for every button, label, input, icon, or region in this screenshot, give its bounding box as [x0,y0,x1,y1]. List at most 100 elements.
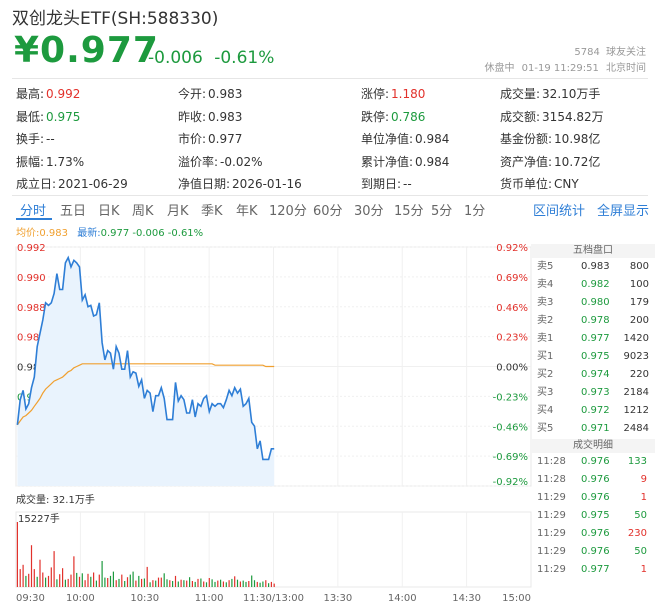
tab-period[interactable]: 日K [98,204,120,219]
volume-bar [121,574,123,587]
volume-bar [124,581,126,587]
info-label: 累计净值: [361,154,414,169]
info-cell: 基金份额: 10.98亿 [500,130,600,147]
volume-bar [177,581,179,587]
volume-bar [109,575,112,587]
volume-bar [84,580,86,587]
volume-bar [205,582,208,587]
volume-bar [45,577,47,587]
volume-bar [107,578,109,587]
order-book-row[interactable]: 卖2 0.978 200 [531,312,655,330]
trade-time: 11:29 [537,528,566,539]
volume-bar [141,578,143,587]
volume-bar [214,581,216,587]
order-book-row[interactable]: 买3 0.973 2184 [531,384,655,402]
info-cell: 到期日: -- [361,175,412,192]
order-price: 0.972 [581,405,610,416]
tab-intraday[interactable]: 分时 [20,204,47,219]
order-book-row[interactable]: 买1 0.975 9023 [531,348,655,366]
info-label: 昨收: [178,109,207,124]
volume-bar [104,577,106,587]
trade-price: 0.977 [581,564,610,575]
volume-bar [242,580,244,587]
y-tick-label: 0.974 [17,477,46,488]
period-tabs: 分时 五日 日K 周K 月K 季K 年K 120分 60分 30分 15分 5分 1分 区间统计 全屏显示 [12,197,652,221]
order-book-row[interactable]: 买2 0.974 220 [531,366,655,384]
y-tick-label: 0.976 [17,452,46,463]
volume-bar [262,581,264,587]
order-book-row[interactable]: 卖4 0.982 100 [531,276,655,294]
volume-bar [248,581,250,587]
order-book-row[interactable]: 卖1 0.977 1420 [531,330,655,348]
tab-period[interactable]: 周K [132,204,154,219]
fund-title: 双创龙头ETF(SH:588330) [12,9,219,29]
volume-bar [33,569,35,587]
volume-bar [90,576,92,587]
trade-volume: 133 [627,456,647,467]
tab-period[interactable]: 30分 [354,204,384,219]
tab-period[interactable]: 季K [201,204,223,219]
trade-price: 0.975 [581,510,610,521]
info-cell: 振幅: 1.73% [16,153,84,170]
volume-bar [220,579,222,587]
info-cell: 成立日: 2021-06-29 [16,175,128,192]
volume-bar [81,573,83,587]
info-label: 市价: [178,132,207,146]
volume-bar [129,574,131,587]
volume-bar [70,574,72,587]
y-tick-label-right: 0.23% [496,333,528,344]
order-level-label: 买4 [537,405,554,416]
volume-bar [36,576,38,587]
followers-count: 5784 [574,47,600,58]
order-book-row[interactable]: 卖5 0.983 800 [531,258,655,276]
order-book-row[interactable]: 买5 0.971 2484 [531,420,655,438]
order-book: 五档盘口 卖5 0.983 800 卖4 0.982 100 卖3 0.980 179 卖2 0.97… [531,244,655,579]
y-tick-label-right: -0.92% [493,477,528,488]
tab-period[interactable]: 120分 [269,204,307,219]
trade-row: 11:28 0.976 9 [531,471,655,489]
info-value: 0.975 [46,109,81,124]
volume-plot-frame [15,511,532,588]
order-level-label: 买2 [537,369,554,380]
info-cell: 货币单位: CNY [500,175,579,192]
fullscreen-link[interactable]: 全屏显示 [597,204,650,219]
trade-price: 0.976 [581,474,610,485]
volume-bar [172,581,174,587]
tab-period[interactable]: 月K [167,204,189,219]
tab-period[interactable]: 15分 [394,204,424,219]
order-level-label: 卖2 [537,315,554,326]
avg-price-legend: 均价:0.983 [16,228,69,239]
order-level-label: 卖5 [537,261,554,272]
trade-volume: 9 [640,474,647,485]
order-volume: 9023 [623,351,649,362]
x-tick-label: 10:00 [66,593,95,604]
order-book-row[interactable]: 卖3 0.980 179 [531,294,655,312]
info-value: 0.977 [208,132,243,146]
volume-bar [231,578,233,587]
tab-period[interactable]: 1分 [464,204,486,219]
tab-period[interactable]: 60分 [313,204,343,219]
status-timezone: 北京时间 [606,63,646,74]
volume-label: 成交量: 32.1万手 [16,493,95,506]
trade-time: 11:28 [537,456,566,467]
y-tick-label: 0.990 [17,273,46,284]
range-stats-link[interactable]: 区间统计 [533,204,586,219]
order-level-label: 卖3 [537,297,554,308]
order-price: 0.973 [581,387,610,398]
volume-bar [30,545,33,587]
tab-period[interactable]: 五日 [60,204,87,219]
change-value: -0.006 [148,48,203,68]
info-label: 净值日期: [178,177,231,191]
order-level-label: 买5 [537,423,554,434]
price-plot-frame [15,246,532,487]
x-tick-label: 09:30 [16,593,45,604]
volume-bar [180,579,182,587]
volume-bar [47,575,50,587]
order-price: 0.977 [581,333,610,344]
volume-max-label: 15227手 [18,512,60,525]
followers-label[interactable]: 球友关注 [606,47,646,58]
trade-volume: 1 [640,492,647,503]
order-book-row[interactable]: 买4 0.972 1212 [531,402,655,420]
tab-period[interactable]: 年K [236,204,258,219]
tab-period[interactable]: 5分 [431,204,453,219]
